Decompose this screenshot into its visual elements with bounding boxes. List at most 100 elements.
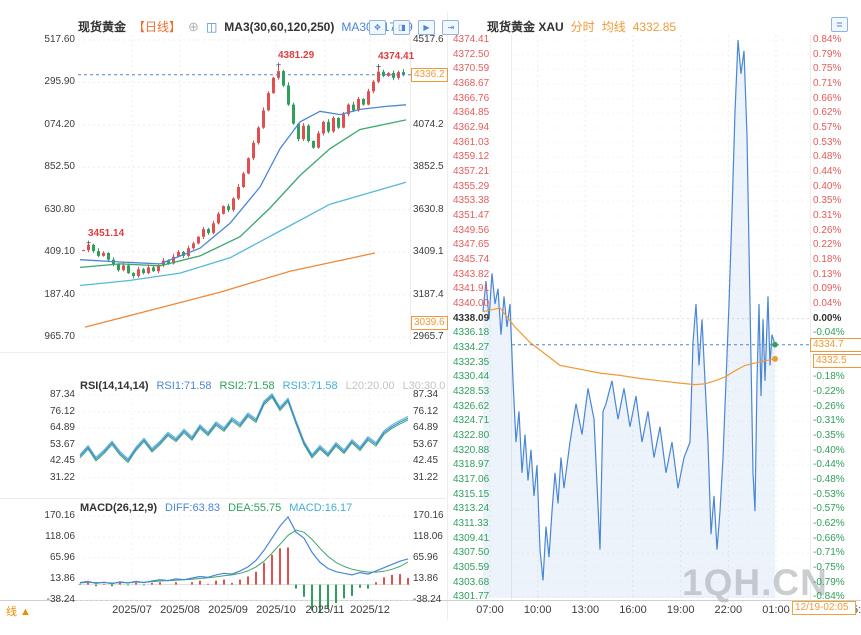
intraday-price-label: 4311.33	[453, 517, 489, 529]
y-axis-right-label: 4074.2	[413, 118, 444, 130]
price-annotation: 4381.29	[278, 50, 315, 62]
intraday-pct-label: 0.44%	[813, 165, 842, 177]
intraday-price-label: 4309.41	[453, 532, 490, 544]
svg-text:+: +	[86, 238, 91, 248]
intraday-pct-label: -0.62%	[813, 517, 845, 529]
rsi-axis-label: 31.22	[49, 472, 75, 483]
macd-chart-area[interactable]	[78, 513, 410, 600]
rsi-name: RSI(14,14,14)	[80, 380, 149, 392]
intraday-pct-label: -0.44%	[813, 459, 845, 471]
date-label: 2025/10	[256, 604, 296, 616]
tab-kline[interactable]: 线 ▲	[6, 606, 31, 618]
intraday-price-label: 4357.21	[453, 165, 490, 177]
intraday-price-label: 4301.77	[453, 591, 490, 603]
intraday-pct-label: -0.48%	[813, 473, 845, 485]
intraday-price-label: 4328.53	[453, 385, 490, 397]
daily-chart-header: 现货黄金 【日线】 ⊕ ◫ MA3(30,60,120,250) MA30:41…	[78, 18, 413, 35]
macd-axis-label: 170.16	[413, 510, 444, 521]
rsi-axis-label: 64.89	[413, 422, 439, 434]
intraday-pct-label: -0.79%	[813, 576, 845, 588]
rsi-axis-label: 87.34	[49, 389, 75, 400]
intraday-pct-label: 0.13%	[813, 268, 842, 280]
intraday-pct-label: -0.40%	[813, 444, 845, 456]
intraday-price-label: 4366.76	[453, 92, 490, 104]
intraday-price-label: 4315.15	[453, 488, 490, 500]
pane-split-icon[interactable]: ◨	[393, 20, 411, 35]
intraday-pct-label: -0.53%	[813, 488, 845, 500]
rsi-axis-label: 31.22	[413, 472, 439, 483]
y-axis-left-label: 965.70	[44, 331, 75, 343]
period-label: 【日线】	[133, 20, 182, 34]
y-axis-left-label: 409.10	[44, 246, 75, 258]
intraday-pct-label: -0.71%	[813, 547, 845, 559]
intraday-symbol: 现货黄金 XAU	[487, 20, 564, 34]
intraday-pct-label: -0.66%	[813, 532, 845, 544]
intraday-pct-label: -0.04%	[813, 327, 845, 339]
intraday-pct-label: 0.75%	[813, 63, 842, 75]
panel-menu-icon[interactable]: ≣	[831, 17, 848, 32]
symbol-name: 现货黄金	[78, 20, 127, 34]
date-label: 2025/07	[112, 604, 152, 616]
ma250-price-tag: 3039.6	[411, 316, 448, 330]
time-label: 16:00	[619, 604, 647, 616]
chart-toolbar: ✥ ◨ ▶ ⇥	[366, 17, 460, 35]
macd-name: MACD(26,12,9)	[80, 502, 158, 514]
date-label: 2025/12	[350, 604, 390, 616]
rsi-macd-divider	[0, 498, 446, 499]
intraday-price-label: 4361.03	[453, 136, 490, 148]
intraday-pct-label: -0.84%	[813, 591, 845, 603]
macd-axis-label: 118.06	[45, 530, 75, 542]
rsi-chart-area[interactable]	[78, 393, 410, 490]
y-axis-right-label: 3852.5	[413, 161, 444, 173]
intraday-price-label: 4324.71	[453, 415, 490, 427]
svg-text:+: +	[376, 61, 381, 71]
pane-play-icon[interactable]: ▶	[417, 20, 435, 35]
layout-expand-icon[interactable]: ✥	[369, 20, 386, 35]
watermark: 1QH.CN	[682, 562, 828, 603]
main-rsi-divider	[0, 352, 446, 353]
intraday-price-label: 4322.80	[453, 429, 490, 441]
date-label: 2025/09	[208, 604, 248, 616]
intraday-chart-area[interactable]	[512, 35, 810, 597]
intraday-pct-label: -0.57%	[813, 503, 845, 515]
intraday-pct-label: 0.09%	[813, 283, 842, 295]
chart-type-icon[interactable]: ◫	[205, 19, 218, 34]
daily-chart-area[interactable]	[78, 35, 410, 345]
time-label: 01:00	[762, 604, 790, 616]
y-axis-left-label: 295.90	[44, 76, 75, 88]
intraday-price-label: 4353.38	[453, 195, 490, 207]
current-price-tag: 4336.2	[411, 68, 448, 82]
intraday-pct-label: 0.31%	[813, 209, 842, 221]
intraday-last-price-tag: 4334.7	[810, 338, 861, 352]
y-axis-left-label: 630.80	[44, 203, 75, 215]
rsi-header: RSI(14,14,14) RSI1:71.58 RSI2:71.58 RSI3…	[80, 380, 445, 392]
left-plot-right-edge	[410, 35, 411, 345]
intraday-price-label: 4349.56	[453, 224, 490, 236]
add-indicator-icon[interactable]: ⊕	[188, 18, 199, 34]
intraday-price-label: 4330.44	[453, 371, 490, 383]
collapse-panel-icon[interactable]: ⇥	[442, 20, 460, 35]
time-label: 13:00	[571, 604, 600, 616]
intraday-price-label: 4359.12	[453, 151, 490, 163]
intraday-pct-label: -0.26%	[813, 400, 845, 412]
macd-axis-label: 13.86	[49, 572, 75, 584]
intraday-price-label: 4334.27	[453, 341, 490, 353]
intraday-price-label: 4313.24	[453, 503, 490, 515]
avg-line-value: 4332.85	[632, 19, 677, 34]
intraday-price-label: 4320.88	[453, 444, 490, 456]
intraday-pct-label: 0.40%	[813, 180, 842, 192]
intraday-mode-label[interactable]: 分时	[570, 20, 595, 34]
intraday-pct-label: -0.75%	[813, 561, 845, 573]
intraday-price-label: 4355.29	[453, 180, 490, 192]
intraday-pct-label: 0.66%	[813, 92, 842, 104]
right-plot-right-edge	[810, 35, 811, 600]
macd-diff-value: DIFF:63.83	[165, 502, 221, 514]
rsi-axis-label: 64.89	[49, 422, 75, 434]
intraday-pct-label: -0.22%	[813, 385, 845, 397]
intraday-pct-label: 0.71%	[813, 77, 842, 89]
y-axis-right-label: 3630.8	[413, 203, 444, 215]
macd-axis-label: 65.96	[413, 551, 439, 563]
intraday-price-label: 4340.00	[453, 297, 490, 309]
intraday-pct-label: 0.84%	[813, 34, 842, 45]
